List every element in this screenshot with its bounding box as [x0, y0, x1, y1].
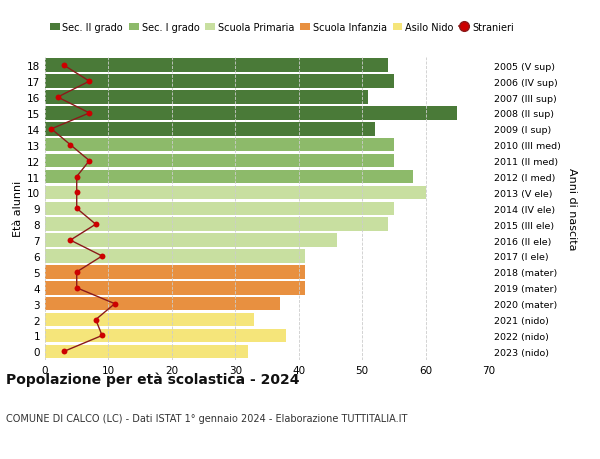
Bar [45, 155, 394, 168]
Point [97, 332, 107, 339]
Bar [45, 139, 394, 152]
Bar [45, 329, 286, 342]
Y-axis label: Età alunni: Età alunni [13, 181, 23, 237]
Point [47, 126, 56, 133]
Point [97, 253, 107, 260]
Point [91, 221, 101, 229]
Point [85, 110, 94, 118]
Point [53, 94, 62, 101]
Point [91, 316, 101, 324]
Point [59, 62, 69, 70]
Point [72, 174, 82, 181]
Point [72, 269, 82, 276]
Bar [45, 281, 305, 295]
Bar [45, 218, 388, 231]
Bar [45, 266, 305, 279]
Bar [45, 170, 413, 184]
Point [65, 237, 75, 244]
Bar [45, 123, 375, 136]
Point [110, 300, 119, 308]
Text: Popolazione per età scolastica - 2024: Popolazione per età scolastica - 2024 [6, 372, 299, 386]
Bar [45, 186, 425, 200]
Bar [45, 75, 394, 89]
Text: COMUNE DI CALCO (LC) - Dati ISTAT 1° gennaio 2024 - Elaborazione TUTTITALIA.IT: COMUNE DI CALCO (LC) - Dati ISTAT 1° gen… [6, 413, 407, 423]
Point [85, 78, 94, 86]
Bar [45, 91, 368, 105]
Legend: Sec. II grado, Sec. I grado, Scuola Primaria, Scuola Infanzia, Asilo Nido, Stran: Sec. II grado, Sec. I grado, Scuola Prim… [50, 23, 514, 33]
Point [72, 205, 82, 213]
Point [72, 189, 82, 196]
Y-axis label: Anni di nascita: Anni di nascita [568, 168, 577, 250]
Bar [45, 107, 457, 120]
Bar [45, 202, 394, 216]
Point [65, 142, 75, 149]
Point [72, 285, 82, 292]
Bar [45, 297, 280, 311]
Bar [45, 250, 305, 263]
Point [85, 157, 94, 165]
Bar [45, 345, 248, 358]
Bar [45, 59, 388, 73]
Bar [45, 234, 337, 247]
Point [59, 348, 69, 355]
Bar [45, 313, 254, 327]
